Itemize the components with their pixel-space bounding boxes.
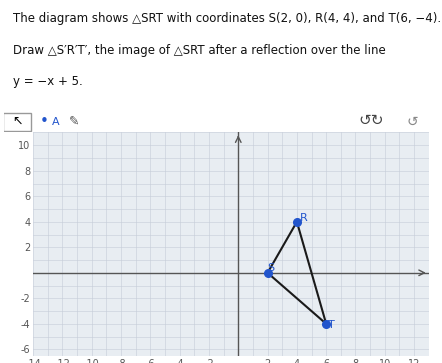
Text: ↺: ↺ [406, 115, 418, 129]
Text: R: R [300, 213, 307, 223]
Text: ↖: ↖ [12, 115, 22, 128]
Text: y = −x + 5.: y = −x + 5. [13, 75, 83, 88]
Text: •: • [40, 114, 49, 129]
Text: ↺↻: ↺↻ [359, 113, 384, 129]
Text: The diagram shows △SRT with coordinates S(2, 0), R(4, 4), and T(6, −4).: The diagram shows △SRT with coordinates … [13, 12, 441, 25]
Text: ✎: ✎ [69, 115, 79, 128]
Text: Draw △S′R′T′, the image of △SRT after a reflection over the line: Draw △S′R′T′, the image of △SRT after a … [13, 44, 386, 57]
Text: T: T [328, 320, 335, 330]
Text: A: A [52, 117, 60, 127]
FancyBboxPatch shape [3, 113, 31, 131]
Text: S: S [267, 262, 274, 273]
